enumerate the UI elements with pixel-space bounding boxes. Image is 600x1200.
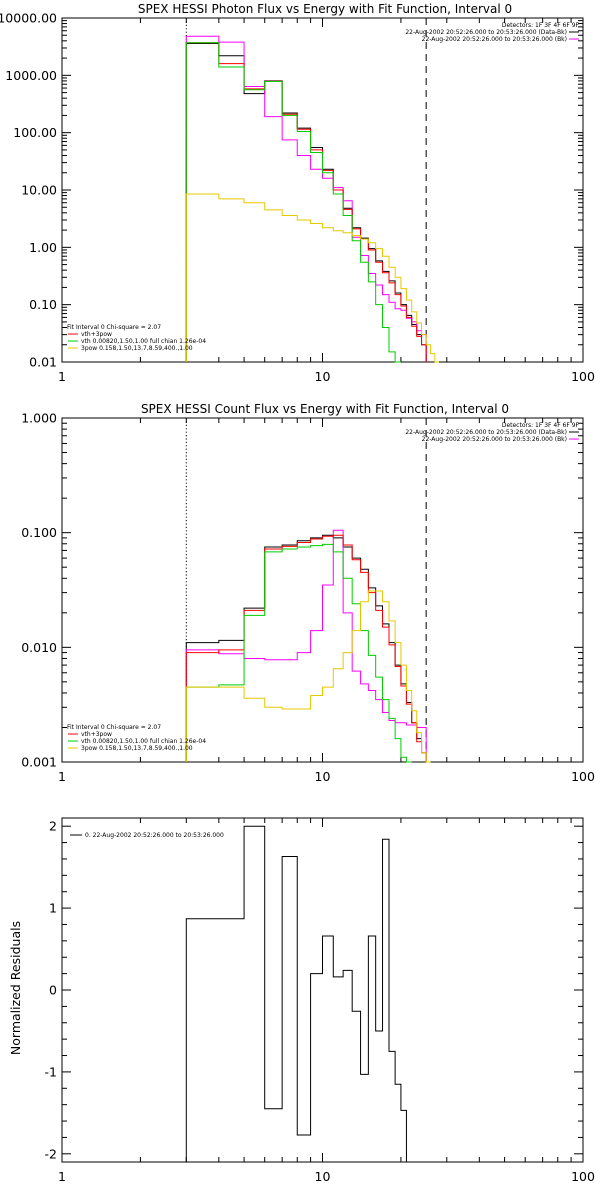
legend-header-line: 22-Aug-2002 20:52:26.000 to 20:53:26.000… (422, 436, 567, 443)
fit-legend-entry: vth+3pow (81, 331, 112, 338)
series-3-histogram (185, 42, 401, 363)
series-2-histogram (185, 534, 427, 762)
y-tick-label: 0.01 (29, 355, 57, 370)
x-tick-label: 1 (58, 769, 66, 784)
fit-legend-entry: 3pow 0.158,1.50,13.7,8.59,400.,1.00 (81, 345, 193, 352)
y-tick-label: 1.000 (21, 411, 57, 426)
x-tick-label: 10 (315, 369, 331, 384)
series-2-histogram (185, 42, 427, 362)
y-tick-label: 0.001 (21, 755, 57, 770)
plot-frame (61, 817, 584, 1163)
legend-header-line: Detectors: 1F 3F 4F 6F 9F (502, 22, 580, 29)
photon-flux-title: SPEX HESSI Photon Flux vs Energy with Fi… (138, 2, 512, 16)
series-4-histogram (185, 590, 431, 763)
x-tick-label: 10 (315, 1169, 331, 1184)
residuals-panel: Normalized Residuals 1 10 100 -2 -1 0 1 2 0. 22-… (8, 817, 595, 1184)
x-tick-label: 1 (58, 1169, 66, 1184)
y-tick-label: 1 (49, 901, 57, 916)
series-0-histogram (185, 534, 427, 762)
photon-flux-panel: SPEX HESSI Photon Flux vs Energy with Fi… (0, 2, 595, 384)
x-tick-label: 100 (571, 1169, 595, 1184)
x-tick-label: 10 (315, 769, 331, 784)
y-tick-label: 1.00 (29, 240, 57, 255)
residual-legend-entry: 0. 22-Aug-2002 20:52:26.000 to 20:53:26.… (85, 832, 224, 839)
x-tick-label: 1 (58, 369, 66, 384)
y-tick-label: -2 (45, 1146, 57, 1161)
y-tick-label: 10.00 (21, 183, 57, 198)
fit-legend-title: Fit Interval 0 Chi-square = 2.07 (67, 324, 161, 331)
legend-header-line: 22-Aug-2002 20:52:26.000 to 20:53:26.000… (405, 29, 567, 36)
fit-legend-entry: vth 0.00820,1.50,1.00 full chian 1.26e-0… (81, 338, 206, 345)
y-tick-label: 10000.00 (0, 11, 57, 26)
series-3-histogram (185, 543, 412, 763)
y-tick-label: 2 (49, 819, 57, 834)
x-tick-label: 100 (571, 769, 595, 784)
series-1-histogram (185, 529, 427, 762)
residuals-y-axis-label: Normalized Residuals (8, 921, 23, 1055)
series-0-histogram (185, 825, 407, 1162)
x-tick-label: 100 (571, 369, 595, 384)
y-tick-label: 0.010 (21, 640, 57, 655)
y-tick-label: 0.10 (29, 297, 57, 312)
legend-header-line: 22-Aug-2002 20:52:26.000 to 20:53:26.000… (422, 36, 567, 43)
fit-legend-title: Fit Interval 0 Chi-square = 2.07 (67, 724, 161, 731)
legend-header-line: 22-Aug-2002 20:52:26.000 to 20:53:26.000… (405, 429, 567, 436)
count-flux-panel: SPEX HESSI Count Flux vs Energy with Fit… (21, 402, 595, 784)
y-tick-label: 1000.00 (5, 68, 57, 83)
fit-legend-entry: 3pow 0.158,1.50,13.7,8.59,400.,1.00 (81, 745, 193, 752)
plot-frame (61, 17, 584, 363)
count-flux-title: SPEX HESSI Count Flux vs Energy with Fit… (141, 402, 509, 416)
fit-legend-entry: vth 0.00820,1.50,1.00 full chian 1.26e-0… (81, 738, 206, 745)
y-tick-label: 100.00 (13, 125, 57, 140)
legend-header-line: Detectors: 1F 3F 4F 6F 9F (502, 422, 580, 429)
fit-legend-entry: vth+3pow (81, 731, 112, 738)
y-tick-label: 0 (49, 983, 57, 998)
y-tick-label: -1 (45, 1064, 57, 1079)
series-4-histogram (185, 193, 439, 363)
series-0-histogram (185, 42, 427, 362)
y-tick-label: 0.100 (21, 525, 57, 540)
